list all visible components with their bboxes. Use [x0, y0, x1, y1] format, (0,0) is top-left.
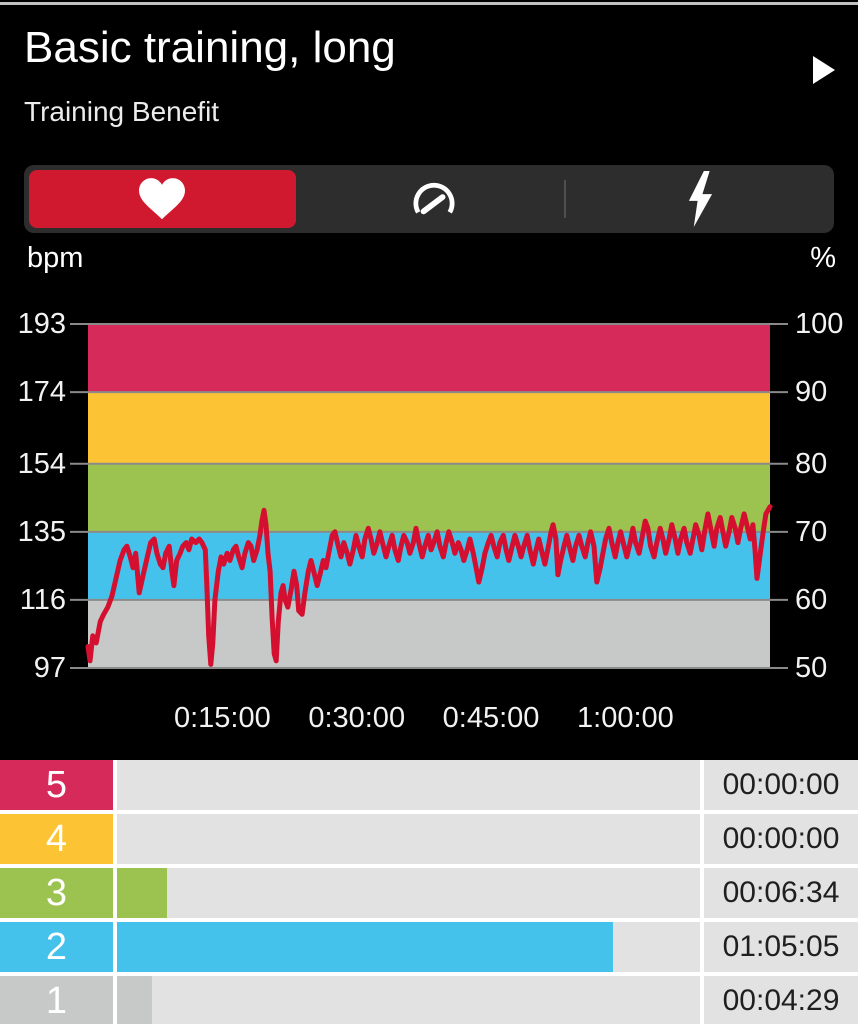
zone-row-3: 3 00:06:34 — [0, 868, 858, 918]
left-tick-193: 193 — [17, 308, 66, 340]
zone-time-4: 00:00:00 — [704, 814, 858, 864]
column-gap — [700, 760, 704, 810]
left-tick-116: 116 — [19, 583, 66, 616]
column-gap — [113, 868, 117, 918]
x-tick-0:45:00: 0:45:00 — [442, 702, 540, 734]
zone-row-4: 4 00:00:00 — [0, 814, 858, 864]
zone-label-2: 2 — [0, 922, 113, 972]
left-tick-135: 135 — [17, 515, 66, 548]
zone-time-3: 00:06:34 — [704, 868, 858, 918]
play-icon[interactable] — [813, 56, 835, 84]
tab-speed[interactable] — [301, 165, 568, 233]
tab-power[interactable] — [567, 165, 834, 233]
column-gap — [113, 760, 117, 810]
column-gap — [700, 976, 704, 1024]
page-subtitle: Training Benefit — [24, 96, 220, 127]
zone-time-5: 00:00:00 — [704, 760, 858, 810]
zone-time-1: 00:04:29 — [704, 976, 858, 1024]
zone-bar-fill-2 — [117, 922, 614, 972]
zone-band-4 — [88, 392, 770, 464]
left-tick-174: 174 — [17, 376, 66, 409]
right-tick-80: 80 — [795, 447, 828, 480]
left-axis-unit: bpm — [27, 242, 84, 274]
zone-label-5: 5 — [0, 760, 113, 810]
right-tick-90: 90 — [795, 376, 828, 409]
zone-bar-fill-3 — [117, 868, 168, 918]
zone-label-4: 4 — [0, 814, 113, 864]
zone-band-5 — [88, 324, 770, 393]
zone-bar-fill-1 — [117, 976, 152, 1024]
x-tick-0:30:00: 0:30:00 — [308, 702, 406, 734]
page-title: Basic training, long — [24, 23, 396, 72]
column-gap — [700, 814, 704, 864]
zone-bar-track-3 — [117, 868, 700, 918]
right-axis-unit: % — [810, 242, 836, 274]
column-gap — [113, 922, 117, 972]
zone-label-1: 1 — [0, 976, 113, 1024]
x-tick-1:00:00: 1:00:00 — [577, 702, 674, 734]
left-tick-154: 154 — [17, 447, 66, 480]
right-tick-100: 100 — [795, 308, 844, 340]
tab-divider — [564, 180, 566, 218]
zone-label-3: 3 — [0, 868, 113, 918]
zone-bar-track-2 — [117, 922, 700, 972]
zone-row-2: 2 01:05:05 — [0, 922, 858, 972]
column-gap — [113, 814, 117, 864]
left-tick-97: 97 — [33, 652, 66, 684]
column-gap — [700, 868, 704, 918]
zone-time-table: 5 00:00:00 4 00:00:00 3 00:06:34 2 01:05:05 1 00:… — [0, 760, 858, 1024]
lightning-icon — [689, 171, 713, 227]
top-divider — [0, 2, 858, 5]
zone-row-5: 5 00:00:00 — [0, 760, 858, 810]
zone-bar-track-1 — [117, 976, 700, 1024]
zone-time-2: 01:05:05 — [704, 922, 858, 972]
zone-bar-track-4 — [117, 814, 700, 864]
zone-bar-track-5 — [117, 760, 700, 810]
zone-band-3 — [88, 463, 770, 532]
right-tick-50: 50 — [795, 652, 828, 684]
zone-row-1: 1 00:04:29 — [0, 976, 858, 1024]
gauge-icon — [413, 182, 455, 215]
heart-icon — [139, 178, 186, 220]
metric-tabs — [24, 165, 834, 233]
zone-band-1 — [88, 599, 770, 668]
tab-heart-rate[interactable] — [29, 170, 296, 228]
right-tick-60: 60 — [795, 583, 828, 616]
column-gap — [113, 976, 117, 1024]
right-tick-70: 70 — [795, 515, 828, 548]
column-gap — [700, 922, 704, 972]
x-tick-0:15:00: 0:15:00 — [173, 702, 271, 734]
heart-rate-zone-chart[interactable] — [0, 300, 858, 700]
heart-rate-line — [85, 504, 773, 667]
